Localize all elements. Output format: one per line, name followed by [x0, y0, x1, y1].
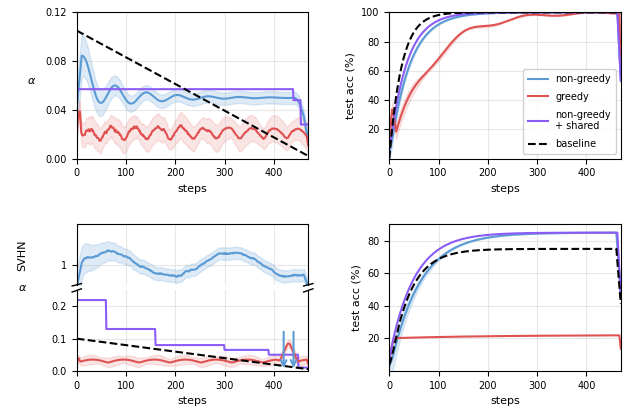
- baseline: [403, 46, 410, 51]
- non-greedy: [551, 10, 559, 15]
- Text: $\alpha$: $\alpha$: [18, 283, 27, 293]
- non-greedy
+ shared: [461, 12, 468, 16]
- greedy: [403, 99, 410, 104]
- Y-axis label: test acc (%): test acc (%): [351, 264, 362, 331]
- non-greedy
+ shared: [557, 10, 564, 15]
- Text: SVHN: SVHN: [17, 240, 28, 271]
- greedy: [585, 10, 593, 15]
- greedy: [551, 13, 559, 18]
- greedy: [568, 12, 575, 17]
- greedy: [557, 13, 564, 18]
- Line: greedy: greedy: [389, 12, 621, 142]
- Y-axis label: test acc (%): test acc (%): [346, 52, 356, 119]
- baseline: [617, 10, 625, 15]
- greedy: [461, 28, 468, 33]
- non-greedy
+ shared: [617, 78, 625, 83]
- X-axis label: steps: steps: [490, 396, 520, 406]
- X-axis label: steps: steps: [178, 184, 207, 194]
- greedy: [617, 66, 625, 70]
- baseline: [385, 156, 393, 161]
- X-axis label: steps: steps: [490, 184, 520, 194]
- non-greedy: [617, 78, 625, 83]
- non-greedy
+ shared: [502, 10, 510, 15]
- non-greedy
+ shared: [385, 145, 393, 150]
- non-greedy: [568, 10, 575, 15]
- non-greedy: [461, 13, 468, 18]
- non-greedy: [502, 10, 510, 15]
- greedy: [502, 19, 510, 24]
- Line: baseline: baseline: [389, 12, 621, 159]
- baseline: [568, 10, 575, 15]
- Line: non-greedy
+ shared: non-greedy + shared: [389, 12, 621, 148]
- Y-axis label: $\alpha$: $\alpha$: [27, 75, 36, 86]
- non-greedy
+ shared: [403, 61, 410, 66]
- X-axis label: steps: steps: [178, 396, 207, 406]
- non-greedy: [385, 150, 393, 155]
- baseline: [551, 10, 559, 15]
- greedy: [385, 139, 393, 144]
- non-greedy
+ shared: [614, 10, 621, 15]
- non-greedy
+ shared: [551, 10, 559, 15]
- non-greedy: [557, 10, 564, 15]
- baseline: [461, 10, 468, 15]
- non-greedy
+ shared: [568, 10, 575, 15]
- Legend: non-greedy, greedy, non-greedy
+ shared, baseline: non-greedy, greedy, non-greedy + shared,…: [524, 69, 616, 154]
- non-greedy: [403, 71, 410, 76]
- Line: non-greedy: non-greedy: [389, 12, 621, 152]
- baseline: [557, 10, 564, 15]
- non-greedy: [614, 10, 621, 15]
- baseline: [502, 10, 510, 15]
